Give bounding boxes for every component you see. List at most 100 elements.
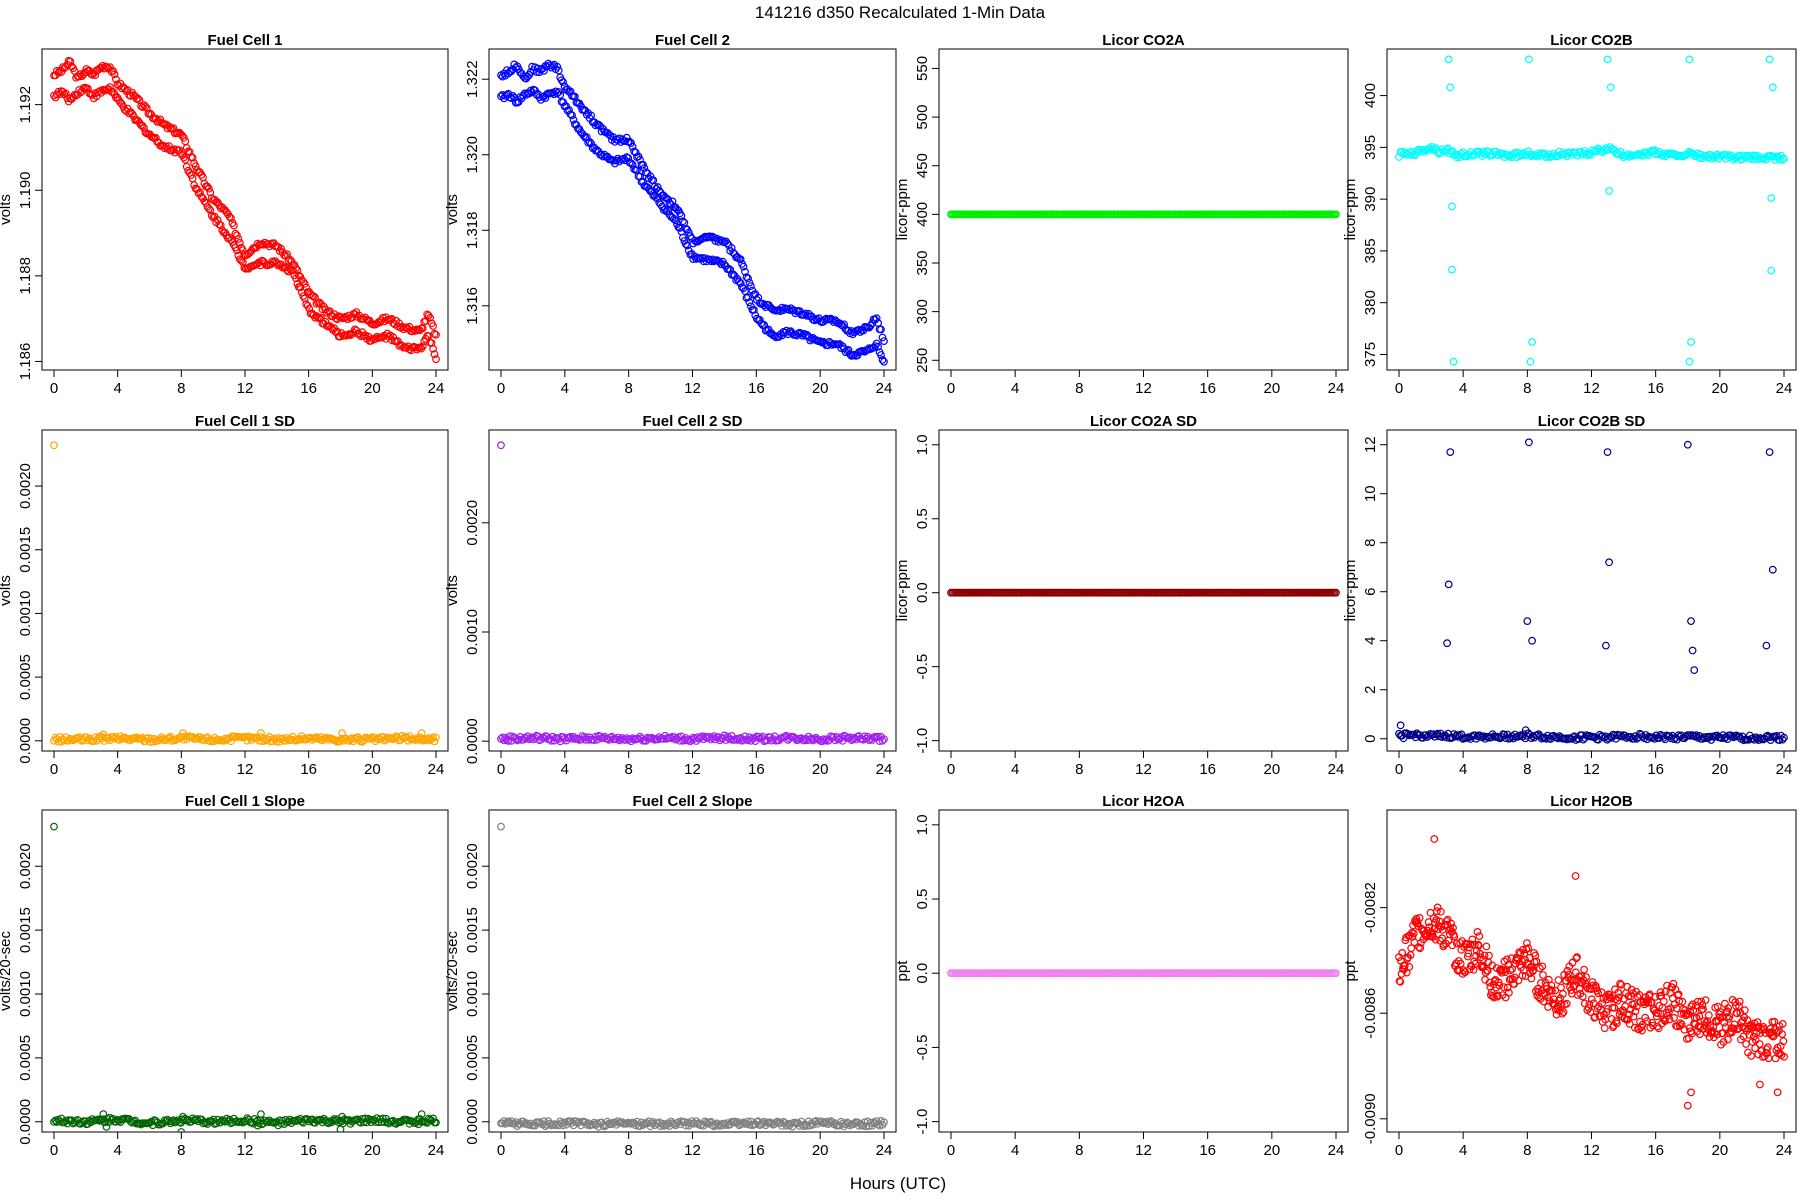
data-point [1725, 1012, 1734, 1021]
data-point [1432, 907, 1441, 916]
data-point [1733, 1009, 1741, 1018]
data-point [826, 732, 835, 741]
data-point [1685, 55, 1694, 64]
data-point [1503, 955, 1511, 964]
data-point [204, 184, 213, 193]
x-tick-label: 0 [497, 1142, 505, 1159]
y-tick-label: 0.0020 [17, 463, 34, 509]
data-point [875, 737, 884, 745]
data-point [1500, 730, 1509, 739]
data-point [373, 332, 381, 341]
data-point [506, 1119, 514, 1127]
data-point [111, 75, 120, 84]
data-point [497, 441, 505, 450]
data-point [1449, 357, 1458, 366]
data-point [1573, 953, 1581, 961]
data-point [141, 102, 150, 111]
data-point [1564, 971, 1573, 979]
data-point [1699, 1005, 1707, 1013]
panel-title: Licor CO2B [1550, 32, 1633, 49]
data-point [1453, 731, 1461, 739]
y-tick-label: 300 [914, 299, 931, 324]
data-point [880, 357, 888, 366]
plot-frame [938, 48, 1349, 371]
data-point [1685, 357, 1694, 366]
data-point [1683, 440, 1692, 449]
y-tick-label: 0.0020 [17, 843, 34, 889]
data-points [947, 210, 1340, 219]
data-point [229, 221, 238, 230]
data-point [1654, 1009, 1662, 1018]
x-tick-label: 4 [561, 761, 569, 778]
data-point [1678, 997, 1687, 1006]
data-point [138, 103, 147, 111]
data-point [721, 1121, 730, 1129]
data-point [278, 1116, 287, 1125]
data-point [232, 231, 241, 240]
data-point [338, 1112, 347, 1121]
x-tick-label: 0 [497, 380, 505, 397]
data-point [1539, 971, 1547, 979]
data-point [880, 337, 888, 346]
data-point [1724, 1004, 1732, 1012]
y-tick-label: 350 [914, 250, 931, 275]
data-point [568, 735, 576, 743]
data-point [1763, 1049, 1772, 1057]
data-point [1761, 1029, 1770, 1037]
x-tick-label: 12 [684, 761, 701, 778]
data-point [736, 255, 745, 264]
y-tick-label: 12 [1362, 436, 1379, 453]
data-point [424, 311, 433, 320]
data-point [1616, 979, 1624, 988]
data-point [1557, 983, 1565, 992]
data-point [229, 732, 238, 741]
data-point [1447, 202, 1456, 211]
data-point [134, 94, 143, 103]
data-point [292, 1117, 300, 1125]
data-point [292, 274, 300, 283]
data-point [511, 735, 520, 743]
data-point [1506, 966, 1515, 975]
data-point [1444, 55, 1453, 64]
y-tick-label: 0.0020 [464, 500, 481, 546]
data-point [1594, 989, 1603, 998]
data-point [284, 256, 293, 265]
y-tick-label: 250 [914, 348, 931, 373]
data-point [417, 729, 426, 738]
panel-fuel-cell-2-slope: Fuel Cell 2 Slope 0 4 8 12 16 20 24 0.0000 0.0005… [444, 793, 897, 1159]
x-tick-label: 0 [1395, 761, 1403, 778]
y-tick-label: 450 [914, 153, 931, 178]
data-point [1775, 155, 1784, 164]
x-tick-label: 0 [1395, 1142, 1403, 1159]
data-point [135, 1119, 144, 1128]
data-point [1683, 1101, 1692, 1110]
data-point [837, 320, 845, 329]
data-points [1395, 438, 1788, 745]
data-point [336, 1125, 345, 1132]
data-point [1651, 993, 1660, 1001]
y-axis-label: volts [0, 575, 14, 606]
x-tick-label: 24 [1328, 380, 1345, 397]
y-tick-label: 10 [1362, 485, 1379, 502]
data-point [1473, 732, 1482, 741]
data-point [1450, 932, 1459, 941]
y-tick-label: 4 [1362, 637, 1379, 645]
data-point [683, 241, 692, 250]
data-point [231, 733, 240, 742]
data-point [1332, 588, 1340, 597]
data-point [1745, 1030, 1754, 1039]
data-point [1762, 1045, 1771, 1053]
panel-licor-co2b: Licor CO2B 0 4 8 12 16 20 24 375 380 385 390 395 400 l… [1342, 32, 1797, 397]
data-point [747, 282, 755, 291]
data-point [627, 159, 635, 168]
x-tick-label: 20 [1711, 380, 1728, 397]
x-tick-label: 0 [947, 380, 955, 397]
x-tick-label: 12 [1583, 380, 1600, 397]
data-point [553, 62, 562, 71]
data-points [497, 441, 888, 746]
y-tick-label: 0.0020 [464, 843, 481, 889]
data-point [1587, 995, 1596, 1004]
data-point [50, 822, 58, 831]
y-axis-label: licor-ppm [1342, 560, 1359, 622]
x-tick-label: 24 [1776, 380, 1793, 397]
